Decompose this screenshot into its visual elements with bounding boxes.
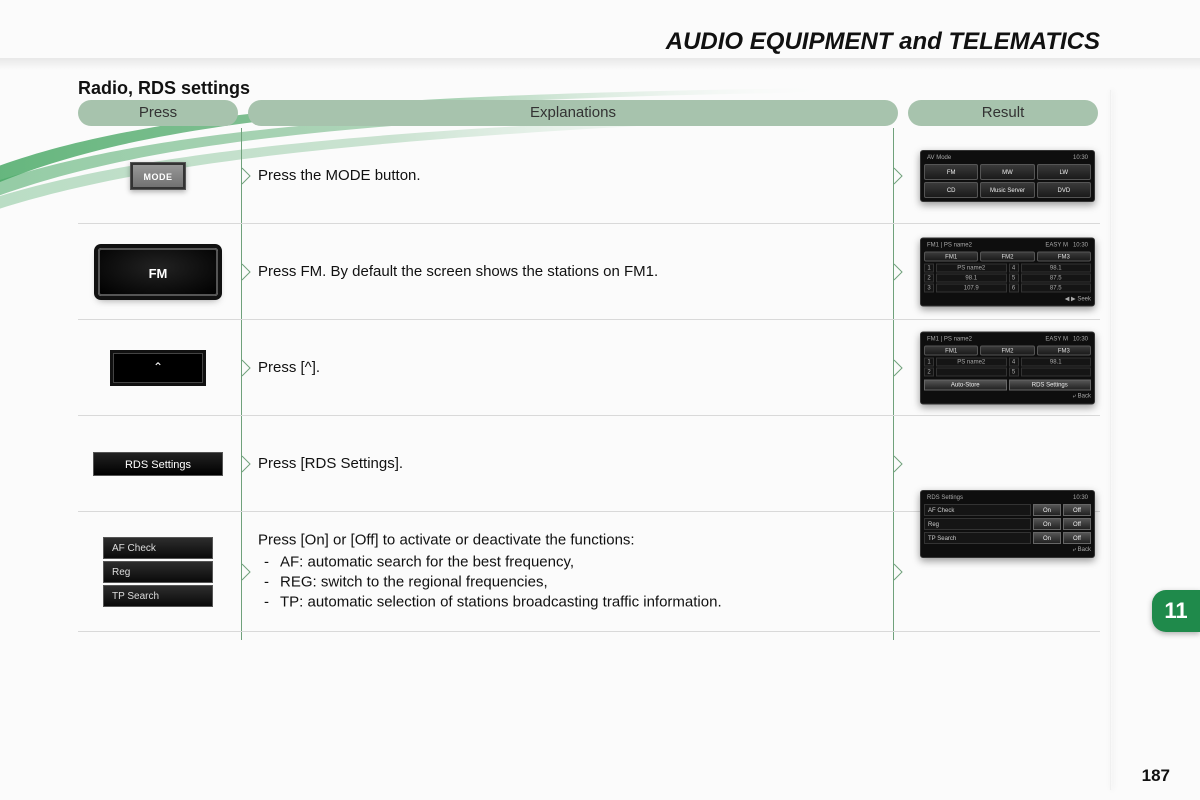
page-number: 187 bbox=[1142, 766, 1170, 786]
chevron-icon bbox=[241, 359, 251, 377]
settings-stack-item: AF Check bbox=[103, 537, 213, 559]
settings-stack-item: Reg bbox=[103, 561, 213, 583]
result-cell: FM1 | PS name2EASY M 10:30 FM1FM2FM3 1PS… bbox=[915, 331, 1100, 404]
press-cell: RDS Settings bbox=[78, 452, 238, 476]
explanation-cell: Press FM. By default the screen shows th… bbox=[258, 261, 890, 281]
result-screen-fm-expanded: FM1 | PS name2EASY M 10:30 FM1FM2FM3 1PS… bbox=[920, 331, 1095, 404]
table-row: FM Press FM. By default the screen shows … bbox=[78, 224, 1100, 320]
explanation-text: Press FM. By default the screen shows th… bbox=[258, 261, 890, 281]
chevron-icon bbox=[241, 563, 251, 581]
chevron-icon bbox=[241, 263, 251, 281]
col-header-explanations: Explanations bbox=[248, 100, 898, 126]
explanation-text: Press [On] or [Off] to activate or deact… bbox=[258, 530, 890, 550]
explanation-cell: Press [RDS Settings]. bbox=[258, 453, 890, 473]
instructions-table: MODE Press the MODE button. AV Mode10:30 … bbox=[78, 128, 1100, 640]
explanation-text: Press [^]. bbox=[258, 357, 890, 377]
result-screen-rds-settings: RDS Settings10:30 AF CheckOnOffRegOnOffT… bbox=[920, 490, 1095, 558]
chevron-icon bbox=[241, 455, 251, 473]
press-cell: FM bbox=[78, 248, 238, 296]
rds-settings-button-graphic: RDS Settings bbox=[93, 452, 223, 476]
chevron-icon bbox=[893, 263, 903, 281]
settings-stack-graphic: AF CheckRegTP Search bbox=[103, 537, 213, 607]
press-cell: MODE bbox=[78, 162, 238, 190]
column-headers: Press Explanations Result bbox=[78, 100, 1100, 126]
mode-button-graphic: MODE bbox=[130, 162, 186, 190]
chevron-icon bbox=[893, 167, 903, 185]
explanation-bullet: AF: automatic search for the best freque… bbox=[258, 552, 890, 572]
explanation-text: Press [RDS Settings]. bbox=[258, 453, 890, 473]
col-header-press: Press bbox=[78, 100, 238, 126]
chevron-icon bbox=[893, 359, 903, 377]
explanation-text: Press the MODE button. bbox=[258, 165, 890, 185]
result-cell: AV Mode10:30 FMMWLWCDMusic ServerDVD bbox=[915, 150, 1100, 202]
result-cell: FM1 | PS name2EASY M 10:30 FM1FM2FM3 1PS… bbox=[915, 237, 1100, 306]
explanation-bullets: AF: automatic search for the best freque… bbox=[258, 552, 890, 613]
explanation-cell: Press the MODE button. bbox=[258, 165, 890, 185]
table-row: MODE Press the MODE button. AV Mode10:30 … bbox=[78, 128, 1100, 224]
up-caret-button-graphic: ⌃ bbox=[113, 353, 203, 383]
chevron-icon bbox=[893, 455, 903, 473]
press-cell: ⌃ bbox=[78, 353, 238, 383]
section-tab: 11 bbox=[1152, 590, 1200, 632]
fm-button-graphic: FM bbox=[98, 248, 218, 296]
result-screen-mode: AV Mode10:30 FMMWLWCDMusic ServerDVD bbox=[920, 150, 1095, 202]
explanation-cell: Press [^]. bbox=[258, 357, 890, 377]
table-row: ⌃ Press [^]. FM1 | PS name2EASY M 10:30 F… bbox=[78, 320, 1100, 416]
page-subtitle: Radio, RDS settings bbox=[78, 78, 250, 99]
settings-stack-item: TP Search bbox=[103, 585, 213, 607]
explanation-cell: Press [On] or [Off] to activate or deact… bbox=[258, 530, 890, 613]
col-header-result: Result bbox=[908, 100, 1098, 126]
explanation-bullet: REG: switch to the regional frequencies, bbox=[258, 573, 890, 593]
page-title: AUDIO EQUIPMENT and TELEMATICS bbox=[666, 28, 1100, 56]
chevron-icon bbox=[893, 563, 903, 581]
chevron-icon bbox=[241, 167, 251, 185]
press-cell: AF CheckRegTP Search bbox=[78, 537, 238, 607]
result-screen-fm-list: FM1 | PS name2EASY M 10:30 FM1FM2FM3 1PS… bbox=[920, 237, 1095, 306]
page-fold-shadow bbox=[1110, 90, 1112, 790]
explanation-bullet: TP: automatic selection of stations broa… bbox=[258, 593, 890, 613]
header-gradient bbox=[0, 58, 1200, 70]
result-cell: RDS Settings10:30 AF CheckOnOffRegOnOffT… bbox=[915, 490, 1100, 558]
